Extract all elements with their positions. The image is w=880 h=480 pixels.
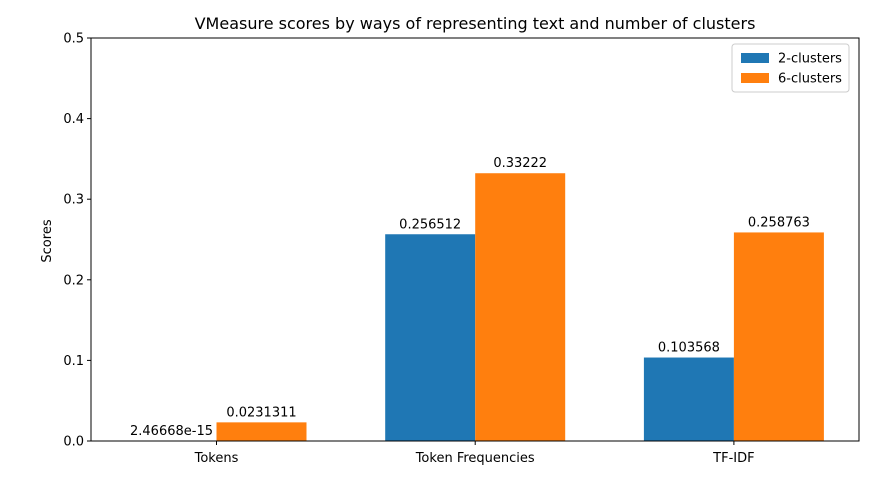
bar-value-label: 0.256512 bbox=[399, 217, 461, 232]
bar-labels-group: 2.46668e-15 0.0231311 0.256512 0.33222 0.103… bbox=[130, 156, 810, 439]
legend-label: 2-clusters bbox=[778, 52, 842, 67]
y-tick-label: 0.0 bbox=[63, 435, 84, 450]
legend-swatch bbox=[741, 73, 769, 83]
y-axis-label: Scores bbox=[40, 219, 55, 262]
chart-title: VMeasure scores by ways of representing … bbox=[195, 14, 756, 33]
y-tick-label: 0.4 bbox=[63, 112, 84, 127]
bar-value-label: 2.46668e-15 bbox=[130, 424, 213, 439]
bar-value-label: 0.103568 bbox=[658, 341, 720, 356]
bar-value-label: 0.33222 bbox=[493, 156, 547, 171]
legend-label: 6-clusters bbox=[778, 72, 842, 87]
bar-2-clusters-token-frequencies bbox=[385, 234, 476, 441]
y-tick-label: 0.3 bbox=[63, 193, 84, 208]
bar-6-clusters-tokens bbox=[216, 422, 307, 441]
y-tick-label: 0.2 bbox=[63, 273, 84, 288]
y-axis: 0.0 0.1 0.2 0.3 0.4 0.5 bbox=[63, 32, 91, 450]
x-tick-label: TF-IDF bbox=[712, 451, 754, 466]
legend: 2-clusters 6-clusters bbox=[731, 43, 850, 93]
y-tick-label: 0.1 bbox=[63, 354, 84, 369]
bars-group bbox=[216, 173, 824, 441]
x-tick-label: Tokens bbox=[194, 451, 239, 466]
bar-6-clusters-token-frequencies bbox=[475, 173, 566, 441]
bar-6-clusters-tf-idf bbox=[733, 232, 824, 441]
x-axis: Tokens Token Frequencies TF-IDF bbox=[194, 441, 755, 466]
plot-frame bbox=[90, 37, 860, 442]
bar-value-label: 0.0231311 bbox=[226, 405, 296, 420]
bar-2-clusters-tf-idf bbox=[643, 357, 734, 441]
bar-value-label: 0.258763 bbox=[748, 215, 810, 230]
legend-swatch bbox=[741, 53, 769, 63]
x-tick-label: Token Frequencies bbox=[415, 451, 535, 466]
y-tick-label: 0.5 bbox=[63, 32, 84, 47]
